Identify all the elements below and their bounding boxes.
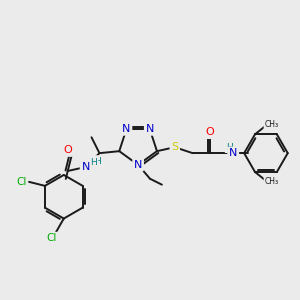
Text: N: N	[146, 124, 154, 134]
Text: N: N	[229, 148, 237, 158]
Text: N: N	[134, 160, 142, 170]
Text: H: H	[94, 157, 101, 166]
Text: H: H	[226, 143, 233, 152]
Text: CH₃: CH₃	[265, 120, 279, 129]
Text: Cl: Cl	[47, 233, 57, 243]
Text: N: N	[122, 124, 131, 134]
Text: S: S	[171, 142, 178, 152]
Text: H: H	[90, 158, 97, 166]
Text: O: O	[205, 127, 214, 137]
Text: CH₃: CH₃	[265, 177, 279, 186]
Text: N: N	[81, 162, 90, 172]
Text: Cl: Cl	[16, 177, 26, 187]
Text: O: O	[63, 145, 72, 155]
